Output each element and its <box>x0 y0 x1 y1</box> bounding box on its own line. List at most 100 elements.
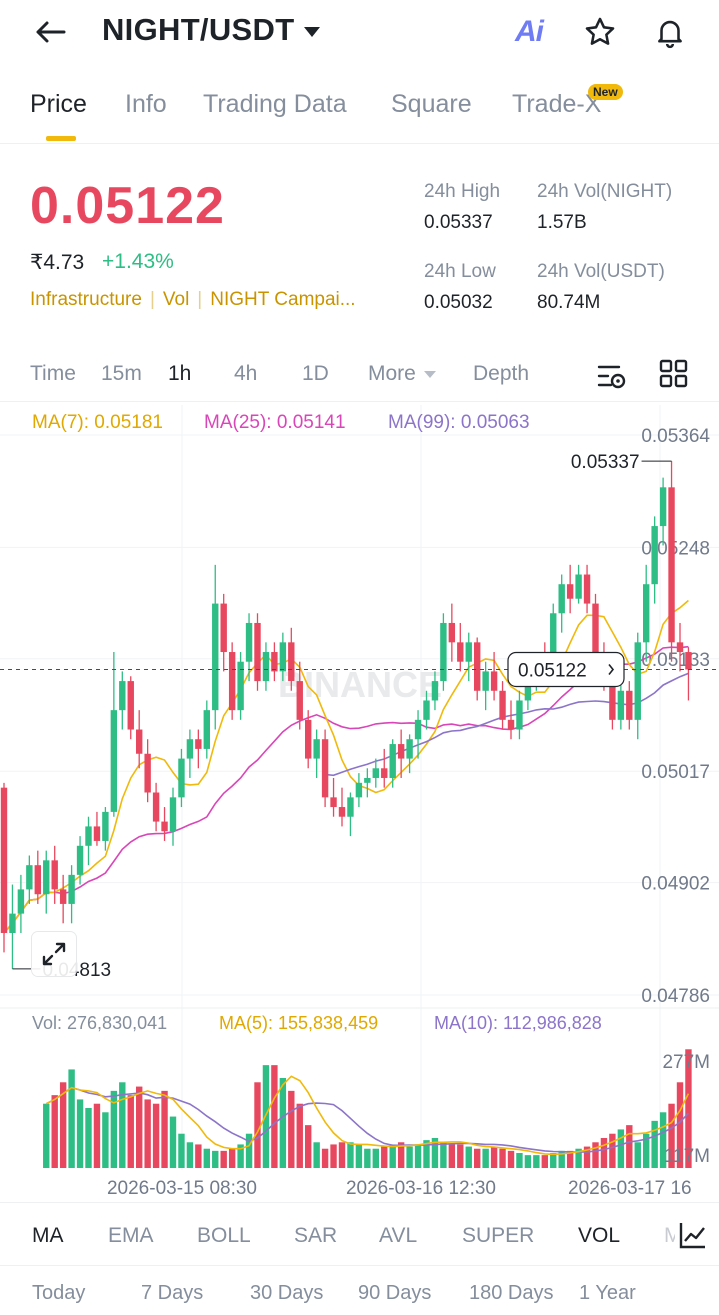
volume-bar <box>541 1155 548 1168</box>
tag-campaign[interactable]: NIGHT Campai... <box>210 289 356 310</box>
interval-1d[interactable]: 1D <box>302 362 329 385</box>
interval-time[interactable]: Time <box>30 362 76 385</box>
candle-body <box>237 661 244 711</box>
range-7d[interactable]: 7 Days <box>141 1282 204 1304</box>
volume-bar <box>558 1150 565 1168</box>
interval-more[interactable]: More <box>368 362 436 386</box>
volume-bar <box>575 1148 582 1168</box>
bell-icon[interactable] <box>650 12 690 52</box>
candle-body <box>68 874 75 904</box>
tab-trade-x[interactable]: Trade-X <box>512 90 602 118</box>
candle-body <box>288 642 295 682</box>
price-axis-label: 0.05133 <box>641 650 710 671</box>
volume-bar <box>659 1112 667 1168</box>
volume-bar <box>203 1148 210 1168</box>
low-value: 0.05032 <box>424 292 493 313</box>
time-axis-label: 2026-03-16 12:30 <box>346 1178 496 1199</box>
volume-bar <box>76 1099 84 1168</box>
range-1y[interactable]: 1 Year <box>579 1282 636 1304</box>
indicator-bar: MA EMA BOLL SAR AVL SUPER VOL M <box>0 1202 719 1266</box>
tag-vol[interactable]: Vol <box>162 289 190 310</box>
chart-settings-icon[interactable] <box>596 360 628 397</box>
back-arrow-icon[interactable] <box>30 14 70 50</box>
price-axis-label: 0.04786 <box>641 986 710 1007</box>
volume-bar <box>600 1138 608 1168</box>
ma99-legend: MA(99): 0.05063 <box>388 412 530 433</box>
interval-1h[interactable]: 1h <box>168 362 192 385</box>
tag-infrastructure[interactable]: Infrastructure <box>30 289 142 310</box>
volume-bar <box>288 1090 295 1168</box>
candle-body <box>406 739 413 759</box>
candle-body <box>186 739 194 759</box>
price-axis: 0.05364 0.05248 0.05133 0.05017 0.04902 0.047… <box>641 426 710 1007</box>
chevron-right-icon <box>608 663 615 675</box>
star-icon[interactable] <box>580 12 620 52</box>
expand-chart-icon[interactable] <box>32 932 76 976</box>
candle-body <box>313 739 320 759</box>
watermark: BINANCE <box>278 664 442 705</box>
candle-body <box>26 865 33 890</box>
candle-body <box>279 642 287 672</box>
candle-body <box>127 681 134 730</box>
indicator-super[interactable]: SUPER <box>462 1224 535 1247</box>
volume-bar <box>499 1148 506 1168</box>
candle-body <box>136 729 143 754</box>
volume-bar <box>228 1148 236 1168</box>
candle-body <box>152 792 160 822</box>
indicator-vol[interactable]: VOL <box>578 1224 621 1247</box>
volume-bar <box>313 1142 320 1168</box>
volume-bar <box>245 1133 253 1168</box>
indicator-avl[interactable]: AVL <box>379 1224 418 1247</box>
candle-body <box>17 889 25 914</box>
tab-info[interactable]: Info <box>125 90 167 118</box>
candlestick-chart[interactable]: BINANCE 0.05364 0.05248 0.05133 0.05017 0.04… <box>0 405 719 1200</box>
interval-4h[interactable]: 4h <box>234 362 258 385</box>
interval-more-label: More <box>368 362 416 385</box>
candle-body <box>414 719 422 740</box>
interval-15m[interactable]: 15m <box>101 362 142 385</box>
indicator-sar[interactable]: SAR <box>294 1224 338 1247</box>
indicator-settings-icon[interactable] <box>675 1219 709 1256</box>
volume-bar <box>406 1146 413 1168</box>
candle-body <box>228 652 236 711</box>
vol-ma5-legend: MA(5): 155,838,459 <box>219 1013 379 1033</box>
ai-assistant-icon[interactable]: Ai <box>509 12 549 52</box>
candle-body <box>245 622 253 662</box>
indicator-ema[interactable]: EMA <box>108 1224 154 1247</box>
volume-bar <box>110 1090 118 1168</box>
candle-body <box>499 690 506 720</box>
candle-body <box>651 526 658 585</box>
candle-body <box>457 642 464 662</box>
tab-trading-data[interactable]: Trading Data <box>203 90 347 118</box>
vol-quote-label: 24h Vol(USDT) <box>537 261 665 282</box>
range-30d[interactable]: 30 Days <box>250 1282 324 1304</box>
range-today[interactable]: Today <box>32 1282 86 1304</box>
pair-selector[interactable]: NIGHT/USDT <box>102 12 321 48</box>
price-axis-label: 0.05017 <box>641 762 710 783</box>
vol-base-label: 24h Vol(NIGHT) <box>537 181 673 202</box>
volume-bar <box>448 1144 456 1168</box>
layout-grid-icon[interactable] <box>659 359 689 394</box>
indicator-boll[interactable]: BOLL <box>197 1224 251 1247</box>
tab-square[interactable]: Square <box>391 90 472 118</box>
volume-bar <box>144 1099 151 1168</box>
volume-bar <box>507 1150 515 1168</box>
vol-base-value: 1.57B <box>537 212 587 233</box>
vol-axis-label: 117M <box>664 1146 710 1167</box>
candle-body <box>448 622 456 643</box>
candle-body <box>262 652 270 682</box>
page-tabs: Price Info Trading Data Square Trade-X <box>0 70 719 144</box>
indicator-ma[interactable]: MA <box>32 1224 64 1247</box>
volume-bar <box>169 1116 177 1168</box>
tab-price[interactable]: Price <box>30 90 87 118</box>
candle-body <box>685 652 692 670</box>
volume-ma-lines: 277M 117M <box>45 1052 710 1167</box>
volume-bar <box>423 1140 430 1168</box>
range-90d[interactable]: 90 Days <box>358 1282 432 1304</box>
candle-body <box>43 860 50 895</box>
range-180d[interactable]: 180 Days <box>469 1282 554 1304</box>
interval-depth[interactable]: Depth <box>473 362 530 385</box>
volume-bar <box>237 1144 244 1168</box>
candle-body <box>634 642 641 720</box>
pair-title: NIGHT/USDT <box>102 12 295 47</box>
